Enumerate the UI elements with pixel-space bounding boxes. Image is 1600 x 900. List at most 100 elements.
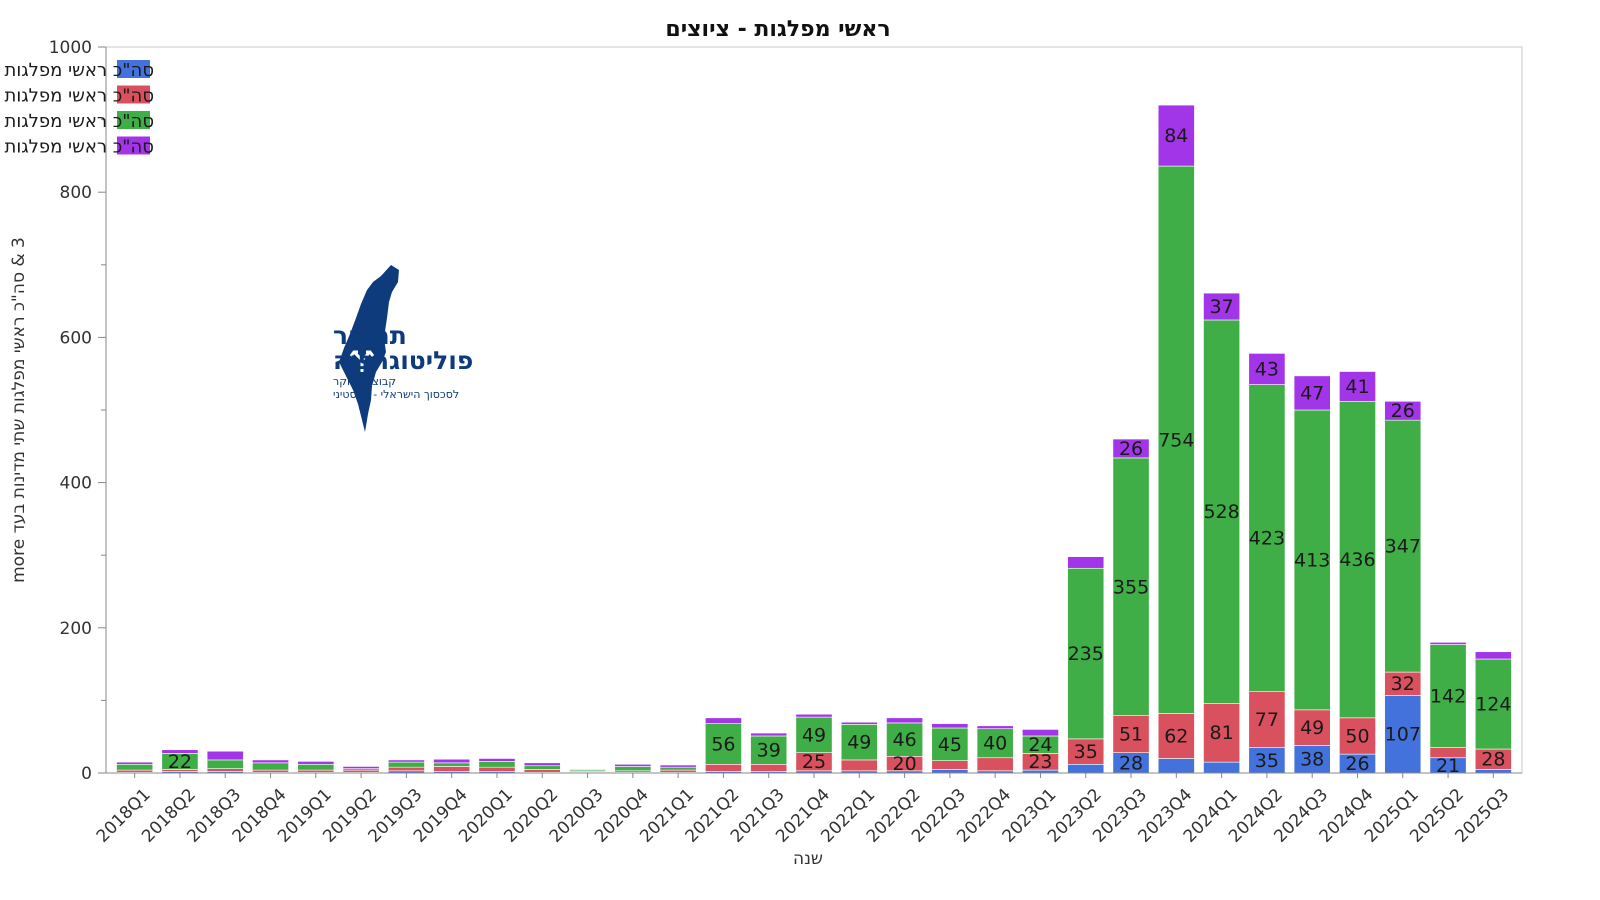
bar-segment: [1384, 419, 1422, 673]
israel-map-icon: [339, 265, 399, 432]
bar-segment: [931, 727, 969, 761]
data-label: 62: [1164, 725, 1188, 747]
bar-segment: [1293, 709, 1331, 746]
bar-segment: [795, 716, 833, 753]
bar-segment: [523, 765, 561, 770]
data-label: 355: [1113, 576, 1149, 598]
bar-segment: [1293, 409, 1331, 711]
bar-segment: [1112, 715, 1150, 753]
legend-label: סה"כ ראשי מפלגות סיפוח בעד: [0, 86, 154, 107]
bar-segment: [569, 769, 606, 771]
bar-segment: [1384, 400, 1422, 421]
bar-segment: [523, 769, 561, 773]
bar-segment: [252, 762, 289, 771]
data-label: 107: [1385, 724, 1421, 746]
bar-segment: [659, 764, 697, 768]
bar-segment: [750, 732, 788, 737]
data-label: 24: [1028, 734, 1052, 756]
y-axis-title: 3 & סה"כ ראשי מפלגות שתי מדינות בעד more: [9, 237, 29, 583]
bar-segment: [387, 759, 425, 763]
legend-swatch: [117, 85, 150, 104]
y-axis: 0 200 400 600 800 1000: [49, 38, 107, 784]
bar-segment: [116, 769, 154, 773]
bar-segment: [1384, 695, 1422, 774]
data-label: 84: [1164, 125, 1188, 147]
bar-segment: [387, 761, 425, 768]
data-label: 25: [802, 751, 826, 773]
bar-segment: [1067, 567, 1105, 740]
bar-segment: [1067, 556, 1105, 569]
data-label: 35: [1074, 741, 1098, 763]
bar-segment: [659, 766, 697, 771]
data-label: 49: [847, 732, 871, 754]
data-label: 45: [938, 734, 962, 756]
bar-segment: [1112, 438, 1150, 459]
legend-label: סה"כ ראשי מפלגות סטטוס קוו בעד: [0, 111, 154, 132]
data-label: 28: [1119, 752, 1143, 774]
data-label: 50: [1345, 725, 1369, 747]
data-label: 77: [1255, 709, 1279, 731]
data-label: 35: [1255, 750, 1279, 772]
bar-segment: [614, 766, 652, 772]
bar-segment: [886, 722, 923, 757]
data-label: 38: [1300, 749, 1324, 771]
bar-segment: [1293, 375, 1331, 411]
data-label: 436: [1339, 549, 1375, 571]
data-label: 32: [1391, 673, 1415, 695]
bar-segment: [1474, 658, 1512, 750]
logo-line1: תמרור: [333, 321, 407, 350]
legend: סה"כ ראשי מפלגות שתי מדינות בעד סה"כ ראשי…: [0, 60, 154, 158]
data-label: 26: [1119, 438, 1143, 460]
data-label: 142: [1430, 686, 1466, 708]
data-label: 754: [1158, 429, 1194, 451]
bar-segment: [705, 717, 742, 724]
bar-segment: [1248, 747, 1286, 774]
bar-segment: [795, 713, 833, 718]
bar-segment: [1203, 319, 1241, 704]
y-tick-label: 800: [60, 183, 92, 203]
data-label: 81: [1210, 722, 1234, 744]
y-tick-label: 400: [60, 474, 92, 494]
bar-segment: [1022, 729, 1059, 737]
bar-segment: [252, 759, 289, 764]
bar-segment: [976, 725, 1014, 730]
bar-segment: [433, 766, 471, 772]
bar-segment: [1112, 457, 1150, 716]
bar-segment: [931, 769, 969, 774]
data-label: 26: [1391, 400, 1415, 422]
bar-segment: [478, 766, 516, 772]
data-label: 26: [1345, 753, 1369, 775]
bar-segment: [1339, 717, 1376, 755]
data-label: 40: [983, 733, 1007, 755]
bar-segment: [840, 759, 878, 772]
bar-segment: [750, 763, 788, 772]
bar-segment: [297, 763, 335, 771]
bars-layer: [116, 104, 1512, 774]
bar-segment: [342, 766, 380, 769]
bar-segment: [840, 721, 878, 725]
data-label: 528: [1203, 501, 1239, 523]
data-label: 347: [1385, 536, 1421, 558]
bar-segment: [1157, 165, 1195, 714]
legend-swatch: [117, 60, 150, 78]
data-label: 49: [1300, 717, 1324, 739]
bar-segment: [1203, 292, 1241, 321]
bar-segment: [297, 761, 335, 765]
bar-segment: [252, 769, 289, 773]
bar-segment: [433, 762, 471, 767]
bar-segment: [840, 724, 878, 761]
y-tick-label: 600: [60, 328, 92, 348]
legend-swatch: [117, 111, 150, 129]
bar-segment: [1339, 400, 1376, 719]
bar-segment: [931, 760, 969, 770]
bar-segment: [116, 761, 154, 765]
data-label: 413: [1294, 549, 1330, 571]
legend-swatch: [117, 136, 150, 155]
bar-segment: [1429, 642, 1467, 645]
data-label: 235: [1068, 643, 1104, 665]
data-label: 43: [1255, 358, 1279, 380]
data-label: 37: [1210, 296, 1234, 318]
bar-segment: [206, 759, 244, 769]
data-label: 22: [168, 751, 192, 773]
bar-segment: [297, 769, 335, 773]
